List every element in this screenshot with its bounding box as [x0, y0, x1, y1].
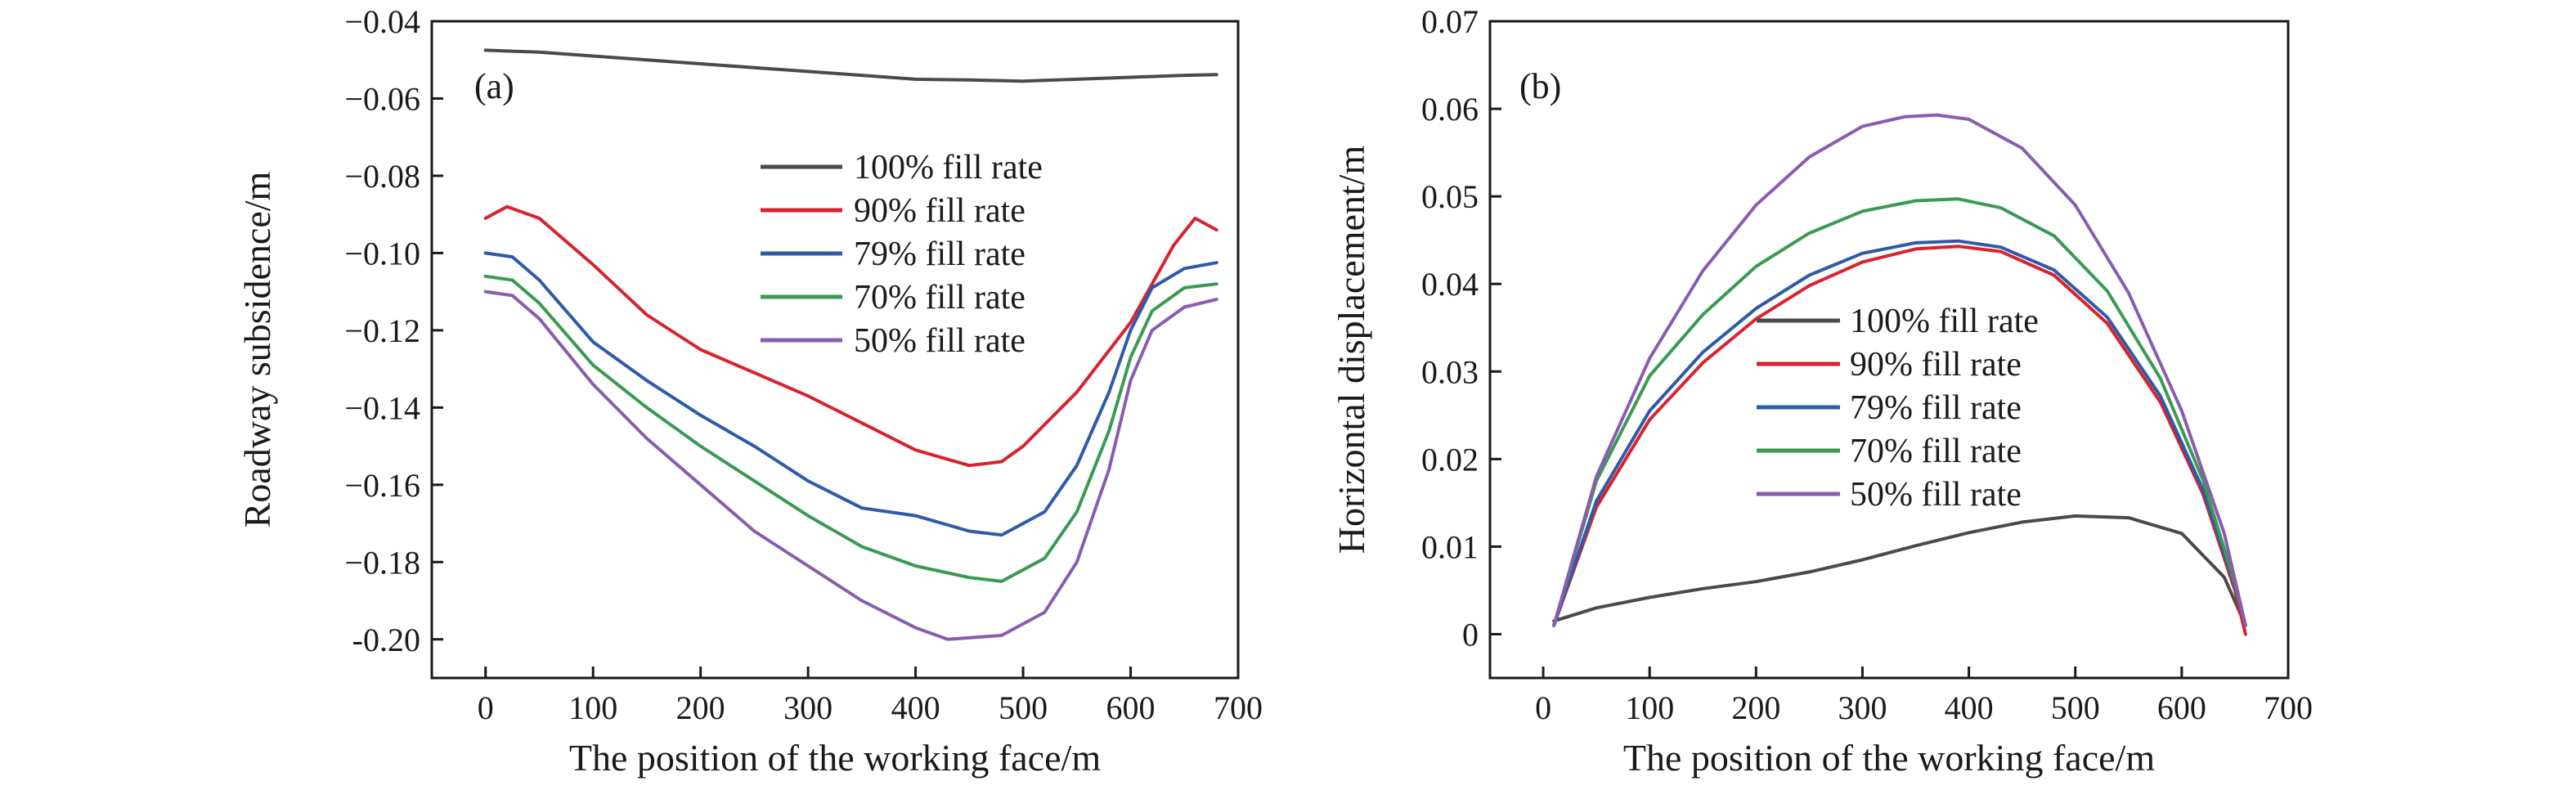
x-tick-label: 100	[1625, 689, 1674, 726]
x-axis-label: The position of the working face/m	[1623, 737, 2155, 779]
y-tick-label: 0.06	[1421, 91, 1479, 128]
legend-label: 50% fill rate	[854, 322, 1025, 360]
legend-label: 90% fill rate	[1850, 346, 2022, 384]
panel-label: (b)	[1519, 66, 1561, 106]
y-tick-label: 0.04	[1421, 266, 1479, 303]
series-line-79-pct-fill-rate	[1552, 239, 2247, 627]
y-tick-label: −0.18	[344, 544, 420, 581]
y-tick-label: −0.08	[344, 158, 420, 195]
series-line-70-pct-fill-rate	[483, 274, 1218, 583]
y-tick-label: 0.01	[1421, 528, 1479, 565]
y-tick-label: 0.02	[1421, 441, 1479, 478]
y-tick-label: 0.03	[1421, 353, 1479, 390]
y-tick-label: −0.10	[344, 235, 420, 272]
x-tick-label: 0	[478, 689, 494, 726]
series-line-50-pct-fill-rate	[1552, 113, 2247, 627]
x-tick-label: 300	[783, 689, 832, 726]
chart-panel-b: 0 100 200 300 400 500 600 700 0 0.01 0.02 0.03 0.04 0…	[1331, 3, 2313, 779]
legend-label: 100% fill rate	[854, 149, 1043, 186]
legend-label: 90% fill rate	[854, 192, 1025, 230]
legend-label: 50% fill rate	[1850, 476, 2022, 514]
y-axis-label: Horizontal displacement/m	[1331, 146, 1372, 554]
legend-label: 70% fill rate	[854, 279, 1025, 316]
series-line-90-pct-fill-rate	[1552, 245, 2247, 636]
y-tick-label: −0.06	[344, 80, 420, 117]
x-tick-label: 600	[1106, 689, 1156, 726]
series-line-100-pct-fill-rate	[1552, 514, 2247, 627]
legend-label: 79% fill rate	[854, 236, 1025, 273]
x-tick-label: 200	[676, 689, 725, 726]
x-tick-label: 400	[1945, 689, 1994, 726]
y-tick-label: −0.14	[344, 389, 420, 426]
legend-label: 79% fill rate	[1850, 389, 2022, 427]
x-tick-label: 300	[1838, 689, 1887, 726]
series-line-90-pct-fill-rate	[483, 204, 1218, 468]
x-tick-label: 700	[1214, 689, 1263, 726]
x-tick-label: 500	[999, 689, 1048, 726]
y-tick-label: 0.07	[1421, 3, 1479, 40]
legend-label: 70% fill rate	[1850, 433, 2022, 470]
series-line-79-pct-fill-rate	[483, 251, 1218, 537]
y-tick-label: −0.12	[344, 312, 420, 349]
legend: 100% fill rate 90% fill rate 79% fill rate…	[1757, 303, 2039, 514]
y-tick-label: −0.16	[344, 467, 420, 504]
legend: 100% fill rate 90% fill rate 79% fill rate…	[761, 149, 1043, 360]
y-tick-label: −0.04	[344, 3, 420, 40]
series-line-50-pct-fill-rate	[483, 290, 1218, 641]
x-tick-label: 100	[568, 689, 617, 726]
x-tick-label: 500	[2051, 689, 2100, 726]
y-tick-label: -0.20	[352, 622, 420, 658]
chart-panel-a: 0 100 200 300 400 500 600 700 −0.04 −0.06 −0.08 −0.…	[236, 3, 1263, 779]
plot-frame	[430, 20, 1240, 680]
y-axis-label: Roadway subsidence/m	[236, 171, 278, 527]
x-tick-label: 400	[891, 689, 940, 726]
x-axis-label: The position of the working face/m	[569, 737, 1101, 779]
x-tick-label: 700	[2264, 689, 2313, 726]
y-tick-label: 0.05	[1421, 178, 1479, 215]
series-line-100-pct-fill-rate	[483, 48, 1218, 83]
y-tick-label: 0	[1462, 616, 1479, 653]
plot-frame	[1488, 20, 2290, 680]
series-line-70-pct-fill-rate	[1552, 197, 2247, 627]
x-tick-label: 600	[2157, 689, 2206, 726]
x-tick-label: 0	[1535, 689, 1551, 726]
panel-label: (a)	[474, 66, 514, 106]
x-tick-label: 200	[1731, 689, 1780, 726]
legend-label: 100% fill rate	[1850, 303, 2039, 340]
